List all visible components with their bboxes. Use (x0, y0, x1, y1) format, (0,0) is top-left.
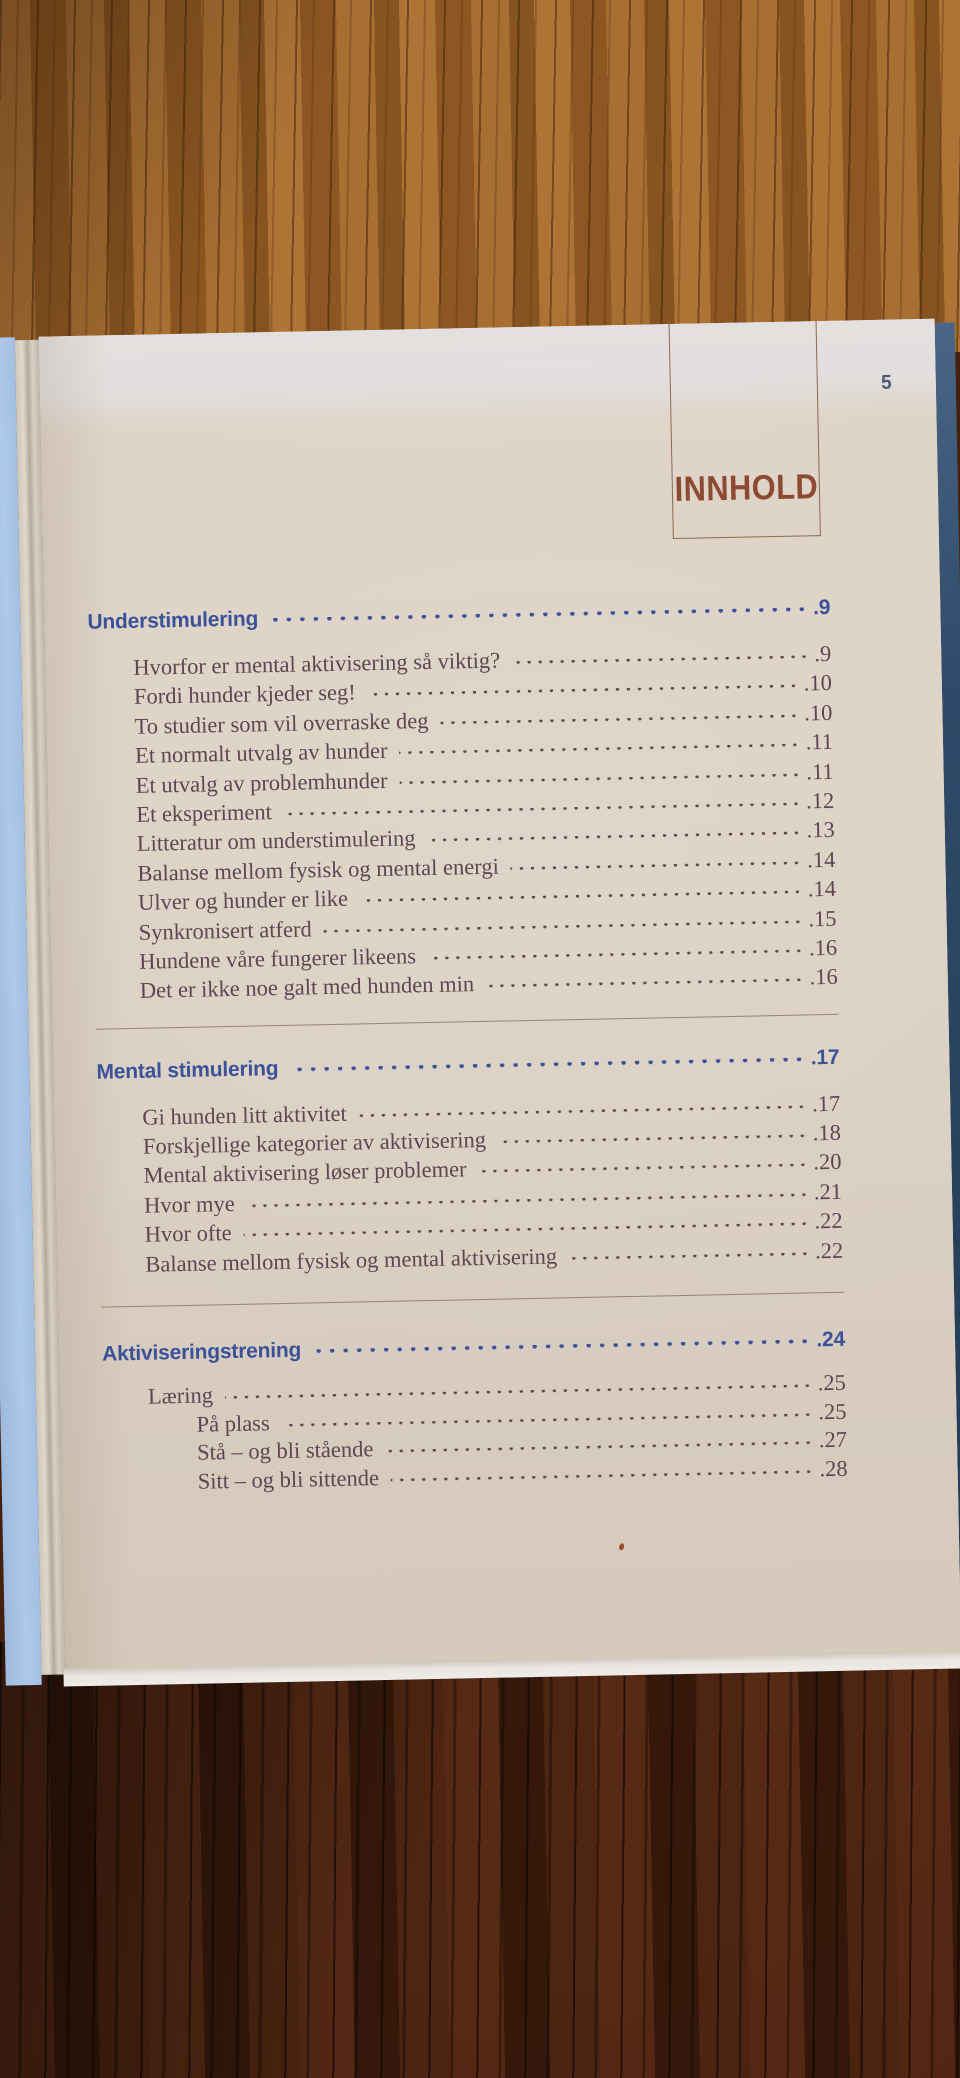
open-book: INNHOLD 5 Understimulering .9 Hvorfor er m… (0, 318, 960, 1686)
section-heading-page-number: .24 (816, 1327, 846, 1352)
toc-entry-page-number: .27 (818, 1426, 848, 1453)
toc-entry-page-number: .10 (803, 670, 833, 696)
section-heading-label: Aktiviseringstrening (101, 1338, 302, 1366)
table-wood-bottom (0, 1642, 960, 2078)
toc-entry-page-number: .9 (814, 640, 832, 667)
leader-dots (510, 861, 803, 874)
ink-speck (618, 1542, 625, 1551)
leader-dots (270, 607, 809, 626)
toc-entry-page-number: .11 (805, 729, 834, 755)
leader-dots (290, 1057, 806, 1075)
leader-dots (512, 655, 810, 668)
toc-entry-page-number: .25 (817, 1369, 847, 1396)
toc-entry-page-number: .20 (813, 1149, 842, 1175)
toc-entry-label: Hvor mye (143, 1190, 235, 1218)
toc-entry-page-number: .16 (808, 934, 838, 961)
toc-entry-page-number: .10 (804, 699, 833, 726)
leader-dots (478, 1163, 809, 1177)
leader-dots (427, 831, 802, 846)
toc-entry-label: Stå – og bli stående (196, 1436, 374, 1465)
section-heading: Understimulering .9 (87, 593, 830, 638)
toc-entry-page-number: .11 (806, 758, 834, 784)
innhold-title-box: INNHOLD (668, 318, 821, 540)
toc-entry-label: På plass (196, 1409, 270, 1437)
toc-entry-label: Ulver og hunder er like (137, 885, 349, 915)
section-heading-page-number: .9 (812, 595, 831, 620)
toc-entry-page-number: .15 (808, 905, 837, 931)
leader-dots (359, 890, 803, 906)
page-title: INNHOLD (673, 467, 818, 509)
section-heading-page-number: .17 (810, 1045, 840, 1070)
toc-section: Mental stimulering .17 Gi hunden litt akti… (96, 1042, 843, 1279)
toc-entry-label: Et utvalg av problemhunder (135, 767, 388, 798)
corner-page-number: 5 (880, 371, 892, 394)
toc-entry-label: Det er ikke noe galt med hunden min (139, 971, 475, 1004)
toc-entry-page-number: .25 (818, 1398, 847, 1424)
leader-dots (399, 743, 801, 758)
leader-dots (390, 1470, 815, 1485)
table-wood-top (0, 0, 960, 352)
section-heading-label: Mental stimulering (96, 1056, 279, 1084)
toc-section: Understimulering .9 Hvorfor er mental akti… (87, 593, 838, 1007)
toc-entry-page-number: .12 (805, 787, 835, 814)
toc-section: Aktiviseringstrening .24 Læring .25 På plass… (102, 1325, 848, 1498)
toc-entry-page-number: .28 (819, 1455, 848, 1482)
toc-entry-page-number: .16 (809, 964, 838, 990)
toc-entry-page-number: .22 (814, 1208, 843, 1234)
toc-entry-label: Hvor ofte (144, 1220, 232, 1248)
content-page: INNHOLD 5 Understimulering .9 Hvorfor er m… (38, 318, 960, 1671)
toc-entry-page-number: .14 (806, 846, 836, 873)
section-heading: Mental stimulering .17 (96, 1042, 839, 1087)
section-heading-label: Understimulering (87, 607, 259, 634)
toc-entry-label: Fordi hunder kjeder seg! (133, 679, 356, 710)
leader-dots (385, 1441, 815, 1457)
leader-dots (440, 714, 800, 728)
toc-entry-label: Læring (147, 1382, 214, 1409)
toc-entry-page-number: .13 (806, 817, 836, 843)
leader-dots (313, 1339, 812, 1357)
section-divider (101, 1291, 845, 1308)
toc-entry-page-number: .22 (814, 1237, 844, 1263)
leader-dots (358, 1105, 808, 1121)
section-heading: Aktiviseringstrening .24 (102, 1325, 845, 1370)
leader-dots (486, 978, 805, 992)
leader-dots (497, 1134, 808, 1147)
toc-entry-label: Synkronisert atferd (138, 915, 312, 945)
toc-entry-page-number: .21 (813, 1178, 843, 1205)
leader-dots (427, 949, 805, 963)
leader-dots (569, 1252, 811, 1263)
toc-entry-page-number: .18 (812, 1119, 842, 1146)
leader-dots (367, 684, 799, 700)
leader-dots (323, 920, 804, 936)
toc-entry-label: Gi hunden litt aktivitet (142, 1100, 347, 1130)
toc-entry-label: Sitt – og bli sittende (197, 1464, 380, 1494)
leader-dots (399, 773, 802, 788)
toc-entry-page-number: .17 (811, 1090, 841, 1117)
section-divider (95, 1013, 839, 1030)
toc: Understimulering .9 Hvorfor er mental akti… (87, 593, 848, 1498)
leader-dots (281, 1413, 814, 1430)
leader-dots (283, 802, 802, 819)
toc-entry-page-number: .14 (807, 875, 837, 902)
toc-entry-label: Et eksperiment (136, 799, 273, 827)
